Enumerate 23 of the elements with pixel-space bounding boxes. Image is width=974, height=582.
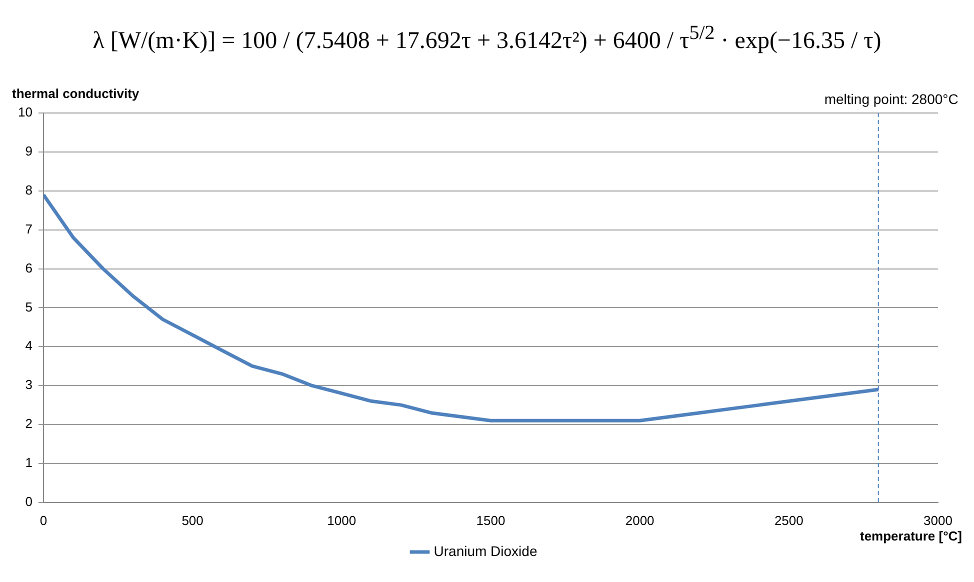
y-tick-label: 1	[25, 455, 32, 470]
x-tick-label: 3000	[924, 512, 952, 528]
y-tick-label: 5	[25, 299, 32, 314]
x-tick-label: 1000	[327, 512, 356, 528]
x-tick-label: 2500	[774, 512, 804, 528]
ref-line-label: melting point: 2800°C	[824, 90, 958, 107]
y-tick-label: 8	[25, 182, 32, 198]
x-tick-label: 500	[182, 512, 204, 528]
y-tick-label: 3	[25, 377, 32, 392]
x-tick-label: 2000	[625, 512, 654, 528]
x-tick-label: 1500	[476, 512, 506, 528]
y-tick-label: 2	[25, 416, 32, 432]
chart-title: λ [W/(m·K)] = 100 / (7.5408 + 17.692τ + 3.6142τ²) + 6400 / τ$^{5/2}$ · exp(−16.35 / τ)	[92, 21, 882, 56]
y-axis-title: thermal conductivity	[12, 86, 140, 102]
y-tick-label: 0	[25, 494, 32, 509]
legend-label: Uranium Dioxide	[434, 542, 538, 559]
y-tick-label: 9	[25, 144, 32, 159]
y-tick-label: 4	[25, 338, 32, 354]
y-tick-label: 6	[25, 260, 32, 276]
y-tick-label: 7	[25, 221, 32, 236]
x-axis-title: temperature [°C]	[860, 528, 962, 544]
y-tick-label: 10	[18, 104, 32, 120]
x-tick-label: 0	[40, 512, 48, 528]
